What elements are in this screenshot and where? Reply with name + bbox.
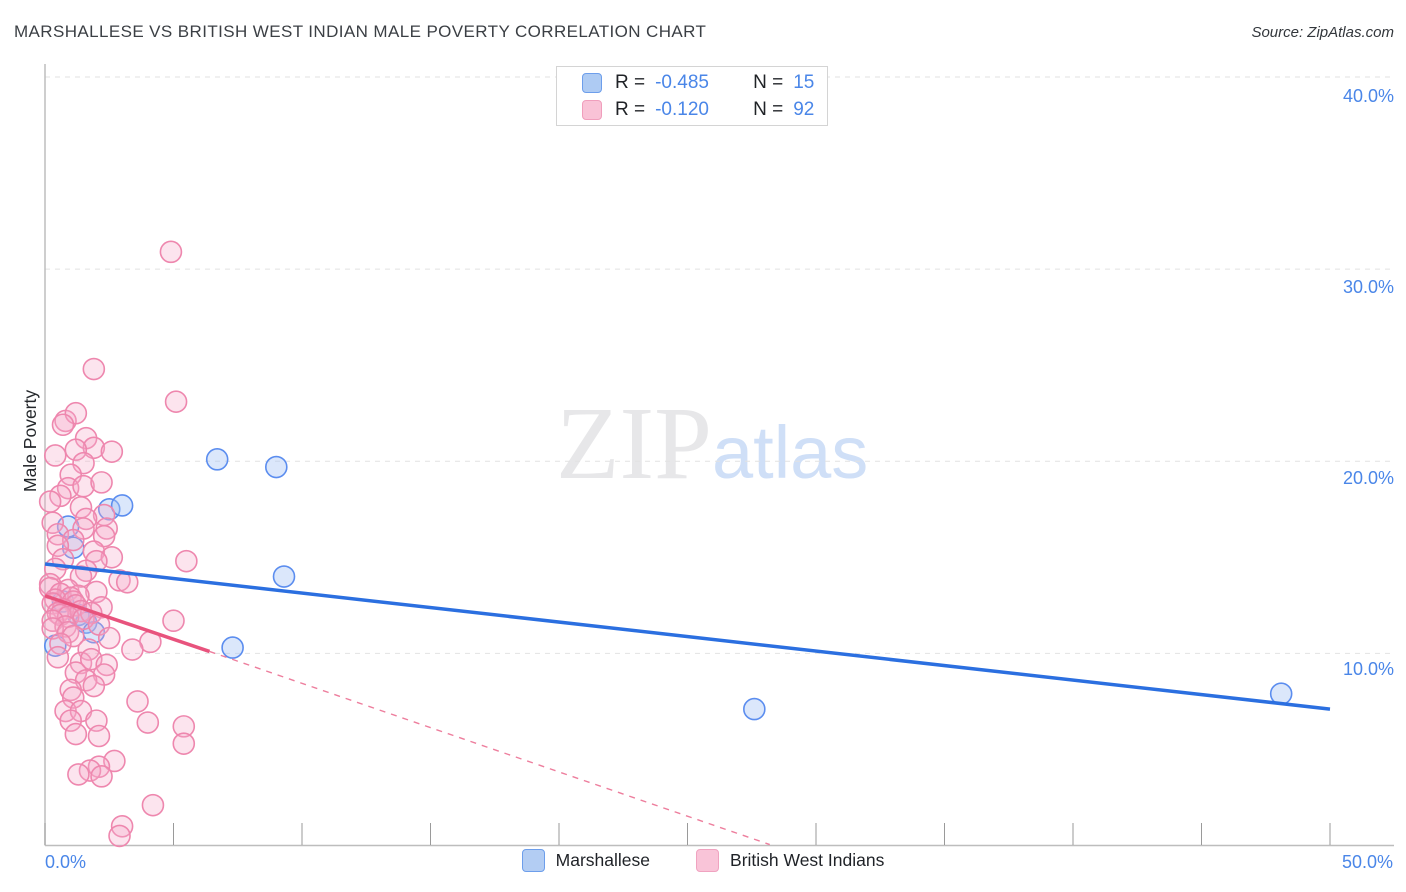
bwi-point[interactable]: [90, 471, 113, 494]
bwi-point[interactable]: [46, 534, 70, 558]
n-label: N =: [753, 98, 784, 120]
bwi-point[interactable]: [49, 484, 72, 508]
bwi-point[interactable]: [92, 524, 116, 548]
bwi-point[interactable]: [175, 549, 198, 573]
page-title: MARSHALLESE VS BRITISH WEST INDIAN MALE …: [14, 22, 707, 41]
legend-label-marshallese: Marshallese: [555, 850, 651, 870]
bwi-point[interactable]: [59, 709, 82, 732]
n-label: N =: [753, 71, 784, 93]
legend-label-bwi: British West Indians: [730, 850, 885, 870]
bwi-point[interactable]: [164, 390, 188, 413]
bwi-point[interactable]: [126, 690, 149, 713]
bwi-point[interactable]: [64, 438, 88, 462]
bwi-point[interactable]: [172, 732, 196, 755]
bwi-point[interactable]: [82, 674, 106, 698]
correlation-legend: R = -0.485 N = 15 R = -0.120 N = 92: [556, 66, 828, 126]
marshallese-swatch-icon: [582, 72, 602, 93]
bwi-point[interactable]: [172, 715, 196, 738]
bwi-point[interactable]: [51, 413, 75, 437]
legend-row-bwi: R = -0.120 N = 92: [582, 99, 827, 121]
marshallese-point[interactable]: [743, 697, 766, 721]
bwi-point[interactable]: [141, 793, 165, 817]
bwi-point[interactable]: [49, 632, 72, 656]
bwi-point[interactable]: [82, 357, 106, 381]
source-attribution: Source: ZipAtlas.com: [1251, 24, 1394, 41]
bwi-point[interactable]: [67, 763, 90, 786]
x-tick-min: 0.0%: [45, 852, 87, 872]
watermark-atlas-text: atlas: [712, 411, 869, 494]
series-legend: Marshallese British West Indians: [0, 849, 1406, 872]
bwi-point[interactable]: [108, 569, 131, 592]
bwi-point[interactable]: [87, 724, 111, 748]
marshallese-point[interactable]: [205, 448, 229, 471]
bwi-point[interactable]: [38, 490, 62, 513]
legend-row-marshallese: R = -0.485 N = 15: [582, 72, 827, 94]
y-tick-10: 10.0%: [1342, 659, 1394, 679]
legend-item-marshallese: Marshallese: [521, 849, 651, 872]
y-tick-20: 20.0%: [1342, 468, 1394, 488]
bwi-point[interactable]: [82, 436, 106, 460]
r-value-marshallese: -0.485: [655, 71, 709, 93]
r-label: R =: [615, 98, 646, 120]
bwi-point[interactable]: [43, 444, 67, 467]
marshallese-legend-swatch-icon: [521, 849, 545, 872]
y-axis-title: Male Poverty: [20, 389, 40, 492]
marshallese-point[interactable]: [264, 455, 288, 479]
bwi-swatch-icon: [582, 99, 602, 120]
bwi-point[interactable]: [46, 645, 70, 669]
marshallese-point[interactable]: [221, 636, 244, 659]
bwi-point[interactable]: [136, 711, 160, 734]
bwi-point[interactable]: [97, 626, 121, 650]
bwi-point[interactable]: [162, 609, 185, 633]
r-label: R =: [615, 71, 646, 93]
zipatlas-watermark: ZIPatlas: [556, 392, 869, 496]
bwi-trend-line-dashed: [209, 650, 770, 846]
bwi-point[interactable]: [64, 722, 88, 746]
marshallese-trend-line-solid: [44, 562, 1331, 711]
r-value-bwi: -0.120: [655, 98, 709, 120]
bwi-point[interactable]: [108, 824, 131, 848]
bwi-point[interactable]: [61, 686, 85, 709]
y-tick-40: 40.0%: [1342, 86, 1394, 106]
watermark-zip-text: ZIP: [556, 386, 712, 501]
n-value-marshallese: 15: [793, 71, 815, 93]
y-tick-30: 30.0%: [1342, 277, 1394, 297]
marshallese-point[interactable]: [272, 565, 296, 588]
bwi-point[interactable]: [121, 638, 144, 661]
bwi-point[interactable]: [159, 240, 183, 264]
x-tick-max: 50.0%: [1341, 852, 1393, 872]
bwi-point[interactable]: [90, 765, 113, 788]
bwi-point[interactable]: [41, 609, 65, 633]
legend-item-bwi: British West Indians: [696, 849, 884, 872]
bwi-point[interactable]: [100, 440, 124, 463]
marshallese-point[interactable]: [110, 494, 134, 517]
bwi-point[interactable]: [41, 511, 65, 535]
bwi-legend-swatch-icon: [696, 849, 720, 872]
n-value-bwi: 92: [793, 98, 815, 120]
bwi-trend-line-solid: [44, 594, 211, 654]
bwi-point[interactable]: [61, 624, 85, 648]
